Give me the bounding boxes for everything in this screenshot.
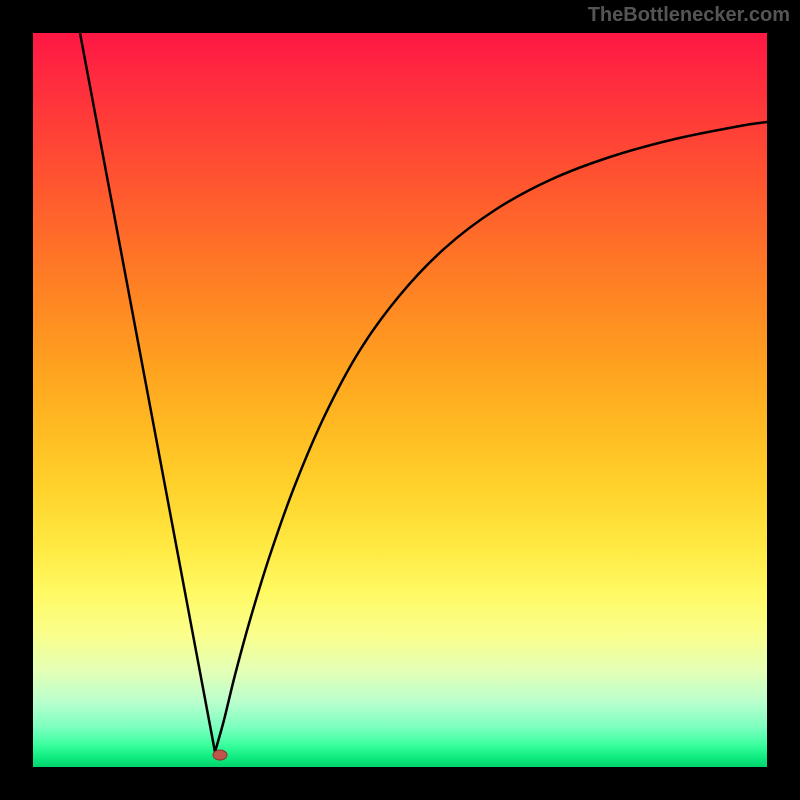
chart-svg <box>0 0 800 800</box>
minimum-marker <box>213 750 227 760</box>
watermark-text: TheBottlenecker.com <box>588 4 790 27</box>
chart-container: TheBottlenecker.com <box>0 0 800 800</box>
